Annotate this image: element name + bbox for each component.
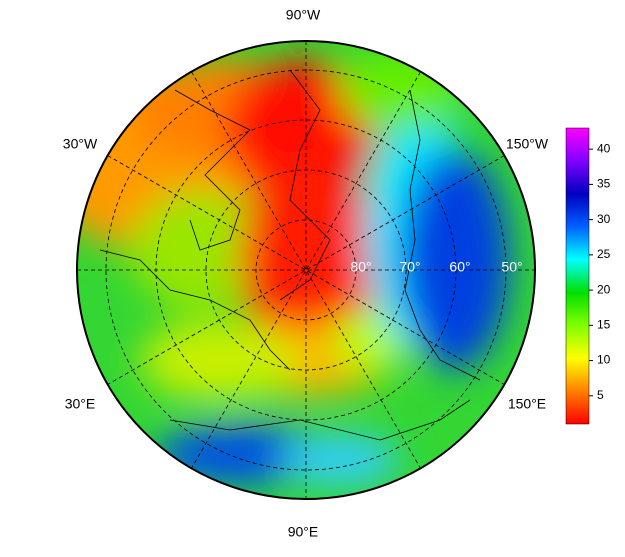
- latitude-label: 70°: [399, 259, 420, 275]
- latitude-label: 50°: [501, 259, 522, 275]
- latitude-label: 80°: [350, 259, 371, 275]
- meridian: [191, 71, 421, 469]
- colorbar-tick-label: 35: [597, 177, 611, 191]
- longitude-label: 150°E: [508, 396, 546, 412]
- colorbar: [565, 127, 590, 425]
- longitude-label: 90°E: [288, 524, 319, 540]
- longitude-label: 150°W: [506, 136, 549, 152]
- colorbar-tick-label: 30: [597, 212, 611, 226]
- map-border: [76, 40, 536, 500]
- colorbar-tick-label: 5: [597, 388, 604, 402]
- longitude-label: 30°W: [63, 136, 98, 152]
- colorbar-tick-label: 10: [597, 353, 611, 367]
- longitude-label: 30°E: [65, 396, 96, 412]
- coastline: [99, 69, 481, 441]
- latitude-label: 60°: [449, 259, 470, 275]
- colorbar-tick-label: 40: [597, 141, 611, 155]
- meridian: [107, 155, 505, 385]
- colorbar-tick-label: 15: [597, 318, 611, 332]
- meridian: [107, 155, 505, 385]
- colorbar-tick-label: 25: [597, 247, 611, 261]
- graticule: [77, 41, 535, 499]
- meridian: [191, 71, 421, 469]
- colorbar-tick-label: 20: [597, 282, 611, 296]
- field: [77, 41, 535, 499]
- longitude-label: 90°W: [286, 7, 321, 23]
